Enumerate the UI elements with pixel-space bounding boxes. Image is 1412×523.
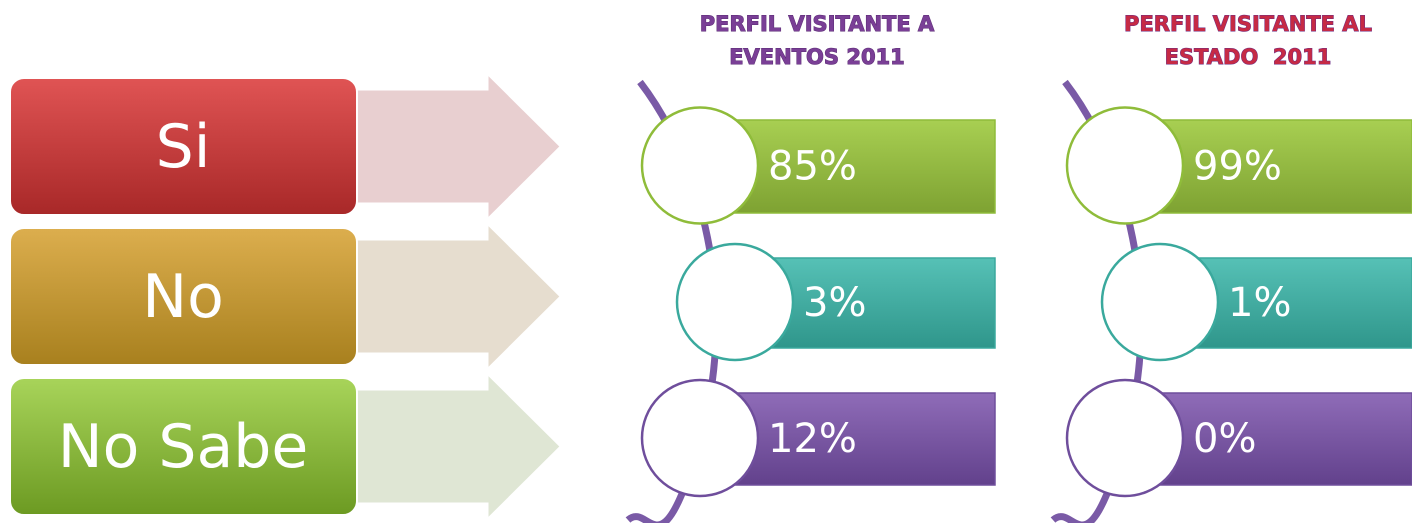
- value-label: 3%: [803, 280, 866, 326]
- column-title: PERFIL VISITANTE A: [700, 12, 935, 36]
- legend-box: [9, 377, 358, 516]
- legend-label: Si: [156, 112, 211, 182]
- legend-label: No Sabe: [58, 412, 309, 482]
- value-circle: [675, 242, 795, 362]
- column-title: EVENTOS 2011: [729, 45, 905, 69]
- value-label: 85%: [768, 144, 857, 190]
- column-title: PERFIL VISITANTE AL: [1124, 12, 1372, 36]
- legend-box: [9, 227, 358, 366]
- arrow: [356, 373, 561, 520]
- value-label: 0%: [1193, 416, 1256, 462]
- value-circle: [1100, 242, 1220, 362]
- value-circle: [1065, 378, 1185, 498]
- value-label: 1%: [1228, 280, 1291, 326]
- value-circle: [640, 106, 760, 225]
- legend-label: No: [142, 262, 224, 332]
- column-title: ESTADO 2011: [1165, 45, 1332, 69]
- value-label: 99%: [1193, 144, 1282, 190]
- arrow: [356, 73, 561, 220]
- arrow: [356, 223, 561, 370]
- value-label: 12%: [768, 416, 857, 462]
- legend-box: [9, 77, 358, 216]
- value-circle: [1065, 106, 1185, 225]
- value-circle: [640, 378, 760, 498]
